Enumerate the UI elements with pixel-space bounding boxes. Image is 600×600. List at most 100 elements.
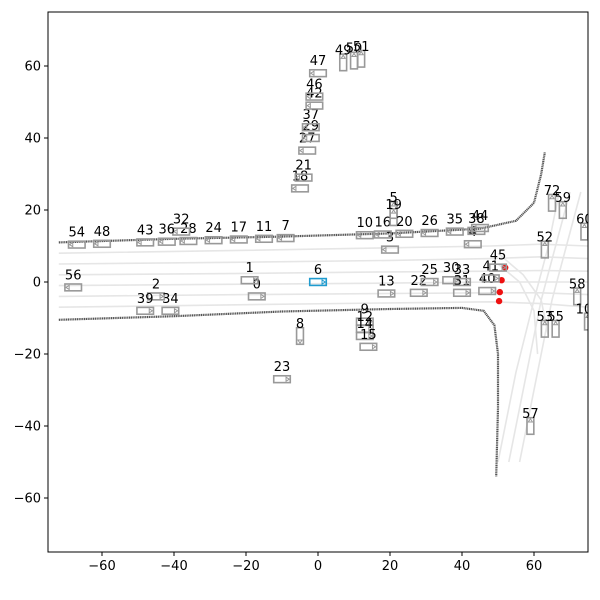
agent-52-box [540, 240, 550, 259]
y-tick-label: 20 [24, 204, 41, 219]
agent-3 [380, 245, 400, 254]
agent-14-heading-arrow [368, 333, 373, 339]
agent-55-heading-arrow [552, 320, 559, 326]
agent-41 [481, 274, 500, 283]
agent-59-heading-arrow [559, 201, 566, 207]
agent-57-box [526, 416, 535, 436]
agent-48-heading-arrow [93, 240, 99, 247]
agent-100-box [583, 312, 588, 331]
agent-18-heading-arrow [291, 185, 297, 192]
lane-line [518, 191, 582, 463]
agent-43-box [136, 238, 155, 247]
agent-39-heading-arrow [148, 307, 154, 314]
agent-36-label: 36 [159, 223, 176, 238]
agent-40-box [478, 286, 497, 296]
agent-28-box [179, 236, 198, 246]
agent-53-box [540, 319, 550, 338]
agent-16-label: 16 [375, 215, 392, 230]
agent-37 [301, 122, 320, 132]
agent-30-box [442, 275, 461, 285]
agent-22 [409, 288, 428, 298]
agent-5-heading-arrow [390, 201, 397, 207]
agent-41-heading-arrow [494, 275, 499, 282]
agent-39-label: 39 [137, 292, 154, 307]
agent-33-label: 33 [454, 263, 471, 278]
agent-46-label: 46 [306, 78, 323, 93]
agent-30-label: 30 [443, 261, 460, 276]
agent-36-heading-arrow [158, 238, 164, 245]
agent-47-heading-arrow [309, 70, 315, 77]
agent-23-heading-arrow [285, 376, 291, 383]
agent-2-box [146, 292, 166, 301]
agent-16-heading-arrow [374, 231, 380, 238]
agent-25 [420, 277, 439, 287]
agent-57-label: 57 [522, 407, 539, 422]
agent-25-heading-arrow [433, 279, 438, 285]
agent-100 [583, 312, 588, 331]
agent-2-heading-arrow [159, 293, 165, 300]
agent-21 [294, 173, 313, 182]
agent-50-heading-arrow [351, 52, 357, 58]
agent-29 [301, 133, 320, 143]
agent-59-box [558, 200, 568, 220]
agent-53-heading-arrow [541, 320, 548, 326]
agent-12-label: 12 [357, 310, 374, 325]
agent-26-box [420, 228, 439, 238]
agent-60-heading-arrow [581, 223, 588, 229]
agent-34-box [161, 306, 180, 316]
agent-60-label: 60 [576, 213, 593, 228]
agent-47-box [308, 68, 328, 78]
agent-20-heading-arrow [396, 230, 401, 237]
agent-27-heading-arrow [299, 147, 304, 154]
agent-45-box [488, 263, 508, 272]
agent-11-heading-arrow [255, 235, 261, 242]
agent-26 [420, 228, 439, 238]
agent-17 [229, 235, 248, 244]
agent-8-box [295, 326, 305, 346]
agent-24-box [204, 235, 223, 245]
x-tick-label: 0 [314, 559, 322, 574]
agent-49 [338, 53, 348, 72]
agent-72-heading-arrow [549, 194, 555, 200]
agent-13 [377, 289, 396, 298]
agent-36 [157, 237, 176, 246]
agent-7-box [276, 233, 295, 243]
agent-10-heading-arrow [356, 232, 362, 239]
agent-51 [356, 49, 366, 68]
y-tick-label: 40 [24, 132, 41, 147]
agent-13-box [377, 289, 396, 298]
y-tick-label: −20 [14, 348, 41, 363]
agent-10-label: 10 [357, 216, 374, 231]
agent-49-heading-arrow [340, 54, 347, 59]
agent-45-heading-arrow [501, 264, 507, 271]
agent-14-box [355, 331, 374, 341]
agent-23-label: 23 [274, 360, 291, 375]
agent-9-heading-arrow [368, 318, 373, 325]
agent-13-heading-arrow [389, 290, 395, 297]
ego-vehicle-heading-arrow [321, 279, 327, 285]
lane-line [58, 300, 588, 308]
agent-45-label: 45 [490, 249, 507, 264]
agent-21-box [294, 173, 313, 182]
agent-55-label: 55 [547, 310, 564, 325]
agent-51-label: 51 [353, 40, 370, 55]
agent-17-heading-arrow [230, 236, 236, 243]
y-tick-label: −60 [14, 492, 41, 507]
agent-40-heading-arrow [490, 288, 496, 294]
agent-26-label: 26 [421, 214, 438, 229]
agent-59 [558, 200, 568, 220]
ego-vehicle [308, 277, 328, 287]
road-edge [58, 306, 500, 477]
agent-2 [146, 292, 166, 301]
agent-5-label: 5 [389, 191, 397, 206]
agent-10 [355, 230, 374, 240]
agent-72 [547, 193, 557, 212]
agent-11 [254, 234, 274, 244]
agent-35 [445, 227, 464, 236]
agent-15 [359, 342, 378, 352]
agent-19-box [389, 208, 398, 227]
agent-27-box [298, 146, 317, 155]
